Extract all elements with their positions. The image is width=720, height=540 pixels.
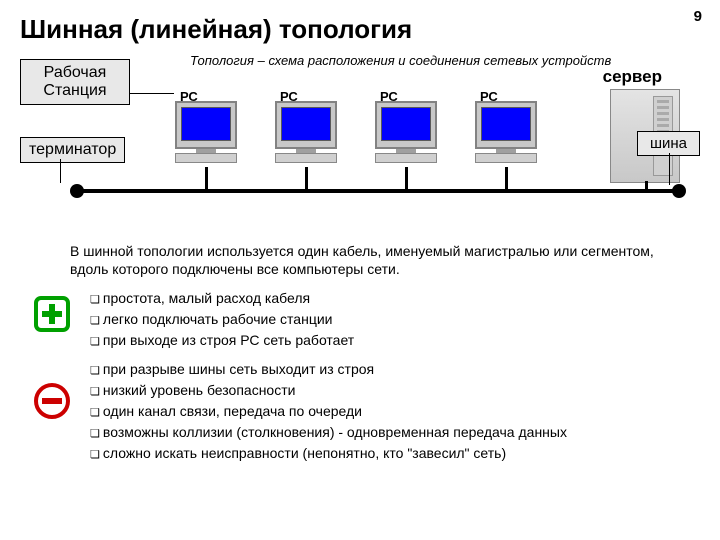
bus-topology-diagram: Топология – схема расположения и соедине… bbox=[20, 53, 700, 233]
drop-cable-1 bbox=[205, 167, 208, 189]
description-paragraph: В шинной топологии используется один каб… bbox=[70, 243, 670, 278]
callout-workstation bbox=[130, 93, 174, 94]
drop-cable-3 bbox=[405, 167, 408, 189]
plus-icon bbox=[34, 296, 70, 332]
minus-icon bbox=[34, 383, 70, 419]
cons-list: при разрыве шины сеть выходит из строя н… bbox=[90, 359, 700, 464]
monitor-icon bbox=[375, 101, 437, 149]
workstation-label-box: Рабочая Станция bbox=[20, 59, 130, 105]
pros-list: простота, малый расход кабеля легко подк… bbox=[90, 288, 700, 351]
pc-3 bbox=[370, 101, 442, 163]
drop-cable-4 bbox=[505, 167, 508, 189]
workstation-label-line2: Станция bbox=[31, 82, 119, 100]
pc-1 bbox=[170, 101, 242, 163]
terminator-right-icon bbox=[672, 184, 686, 198]
monitor-icon bbox=[175, 101, 237, 149]
callout-bus bbox=[669, 153, 670, 185]
list-item: простота, малый расход кабеля bbox=[90, 288, 700, 309]
bus-cable bbox=[76, 189, 680, 193]
pc-4 bbox=[470, 101, 542, 163]
page-number: 9 bbox=[694, 8, 702, 25]
terminator-left-icon bbox=[70, 184, 84, 198]
cons-block: при разрыве шины сеть выходит из строя н… bbox=[20, 359, 700, 464]
list-item: при выходе из строя РС сеть работает bbox=[90, 330, 700, 351]
list-item: сложно искать неисправности (непонятно, … bbox=[90, 443, 700, 464]
workstation-label-line1: Рабочая bbox=[31, 64, 119, 82]
monitor-icon bbox=[275, 101, 337, 149]
drop-cable-2 bbox=[305, 167, 308, 189]
monitor-icon bbox=[475, 101, 537, 149]
list-item: легко подключать рабочие станции bbox=[90, 309, 700, 330]
pc-2 bbox=[270, 101, 342, 163]
callout-terminator bbox=[60, 159, 61, 183]
list-item: возможны коллизии (столкновения) - однов… bbox=[90, 422, 700, 443]
pros-block: простота, малый расход кабеля легко подк… bbox=[20, 288, 700, 351]
diagram-subtitle: Топология – схема расположения и соедине… bbox=[190, 53, 611, 68]
page-title: Шинная (линейная) топология bbox=[20, 14, 700, 45]
list-item: при разрыве шины сеть выходит из строя bbox=[90, 359, 700, 380]
list-item: один канал связи, передача по очереди bbox=[90, 401, 700, 422]
terminator-label-box: терминатор bbox=[20, 137, 125, 163]
server-label: сервер bbox=[603, 67, 662, 87]
list-item: низкий уровень безопасности bbox=[90, 380, 700, 401]
